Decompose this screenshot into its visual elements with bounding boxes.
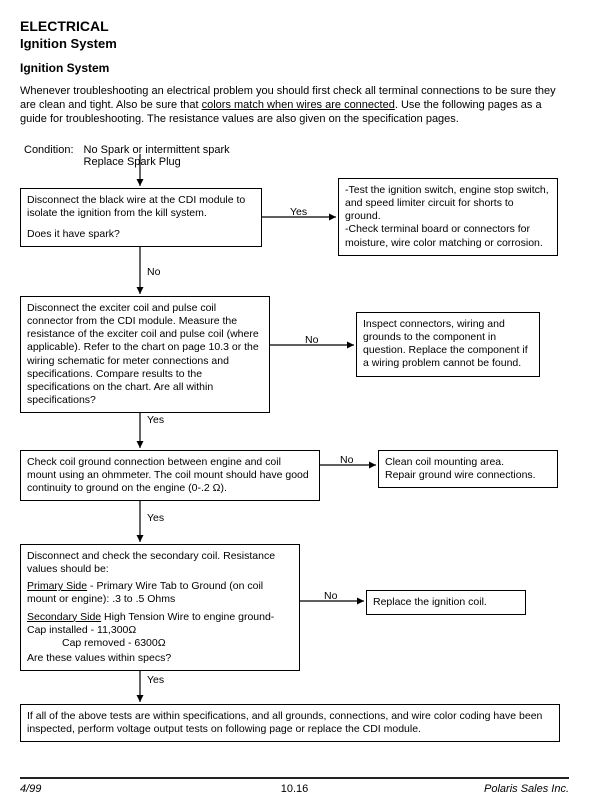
- edge-label-no-2: No: [305, 334, 318, 346]
- flow-box-4-l5: Are these values within specs?: [27, 652, 293, 665]
- flow-box-4: Disconnect and check the secondary coil.…: [20, 544, 300, 671]
- flow-box-3: Check coil ground connection between eng…: [20, 450, 320, 501]
- flow-box-2: Disconnect the exciter coil and pulse co…: [20, 296, 270, 413]
- intro-underlined: colors match when wires are connected: [202, 99, 395, 111]
- flow-box-4-secondary-label: Secondary Side: [27, 611, 101, 623]
- flow-box-1r-l1: -Test the ignition switch, engine stop s…: [345, 184, 551, 223]
- edge-label-no-3: No: [340, 454, 353, 466]
- edge-label-yes-3: Yes: [147, 512, 164, 524]
- flow-box-1: Disconnect the black wire at the CDI mod…: [20, 188, 262, 247]
- flow-box-4r: Replace the ignition coil.: [366, 590, 526, 615]
- page-footer: 4/99 10.16 Polaris Sales Inc.: [20, 777, 569, 795]
- flow-box-4-l4: Cap removed - 6300Ω: [27, 637, 293, 650]
- edge-label-yes-1: Yes: [290, 206, 307, 218]
- edge-label-no-4: No: [324, 590, 337, 602]
- flow-box-4-primary-label: Primary Side: [27, 580, 87, 592]
- footer-date: 4/99: [20, 783, 41, 795]
- footer-company: Polaris Sales Inc.: [484, 783, 569, 795]
- flow-box-5: If all of the above tests are within spe…: [20, 704, 560, 742]
- edge-label-no-1: No: [147, 266, 160, 278]
- edge-label-yes-2: Yes: [147, 414, 164, 426]
- page-category: ELECTRICAL: [20, 18, 569, 34]
- intro-paragraph: Whenever troubleshooting an electrical p…: [20, 85, 569, 126]
- flow-box-1r-l2: -Check terminal board or connectors for …: [345, 223, 551, 249]
- flow-box-1-l2: Does it have spark?: [27, 228, 255, 241]
- flow-box-1-l1: Disconnect the black wire at the CDI mod…: [27, 194, 255, 220]
- section-subtitle: Ignition System: [20, 61, 569, 75]
- flowchart: Yes No No Yes No Yes No Yes Disconnect t…: [20, 154, 569, 754]
- flow-box-3r: Clean coil mounting area. Repair ground …: [378, 450, 558, 488]
- flow-box-4-l1: Disconnect and check the secondary coil.…: [27, 550, 293, 576]
- footer-page-number: 10.16: [281, 783, 309, 795]
- flow-box-1r: -Test the ignition switch, engine stop s…: [338, 178, 558, 256]
- flow-box-2r: Inspect connectors, wiring and grounds t…: [356, 312, 540, 377]
- page-system: Ignition System: [20, 36, 569, 51]
- edge-label-yes-4: Yes: [147, 674, 164, 686]
